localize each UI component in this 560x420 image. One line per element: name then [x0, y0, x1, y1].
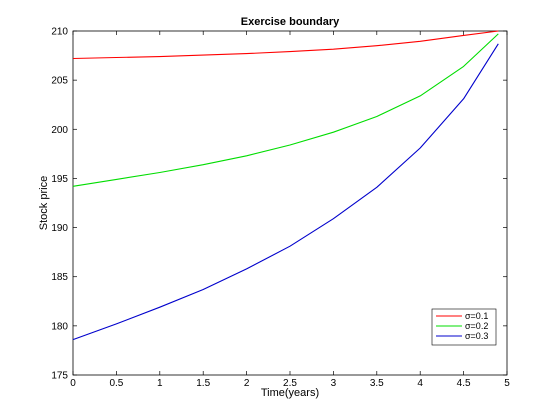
series-line: [72, 33, 499, 187]
x-axis-ticks: 0 0.5 1 1.5 2 2.5 3 3.5 4 4.5 5: [70, 31, 510, 389]
y-tick-label: 175: [51, 371, 68, 382]
x-tick-label: 4.5: [457, 378, 471, 389]
y-tick-label: 185: [51, 272, 68, 283]
series-line: [72, 30, 499, 60]
x-axis-label: Time(years): [261, 387, 319, 399]
x-tick-label: 3: [331, 378, 337, 389]
x-tick-label: 3.5: [370, 378, 384, 389]
legend-box: [431, 308, 497, 346]
y-tick-label: 200: [51, 125, 68, 136]
y-tick-label: 190: [51, 223, 68, 234]
series-lines: [72, 30, 499, 341]
y-axis-label: Stock price: [38, 176, 50, 230]
x-tick-label: 2: [244, 378, 250, 389]
legend: σ=0.1σ=0.2σ=0.3: [431, 308, 497, 346]
y-tick-label: 210: [51, 27, 68, 38]
legend-label: σ=0.3: [465, 331, 488, 341]
x-tick-label: 4: [417, 378, 423, 389]
y-axis-ticks: 175 180 185 190 195 200 205 210: [51, 27, 507, 382]
x-tick-label: 1: [157, 378, 163, 389]
chart-title: Exercise boundary: [241, 16, 340, 28]
y-tick-label: 180: [51, 321, 68, 332]
x-tick-label: 5: [504, 378, 510, 389]
series-line: [72, 43, 499, 341]
y-tick-label: 205: [51, 76, 68, 87]
y-tick-label: 195: [51, 174, 68, 185]
x-tick-label: 2.5: [283, 378, 297, 389]
x-tick-label: 0: [70, 378, 76, 389]
x-tick-label: 0.5: [109, 378, 123, 389]
x-tick-label: 1.5: [196, 378, 210, 389]
legend-label: σ=0.2: [465, 321, 488, 331]
legend-label: σ=0.1: [465, 311, 488, 321]
